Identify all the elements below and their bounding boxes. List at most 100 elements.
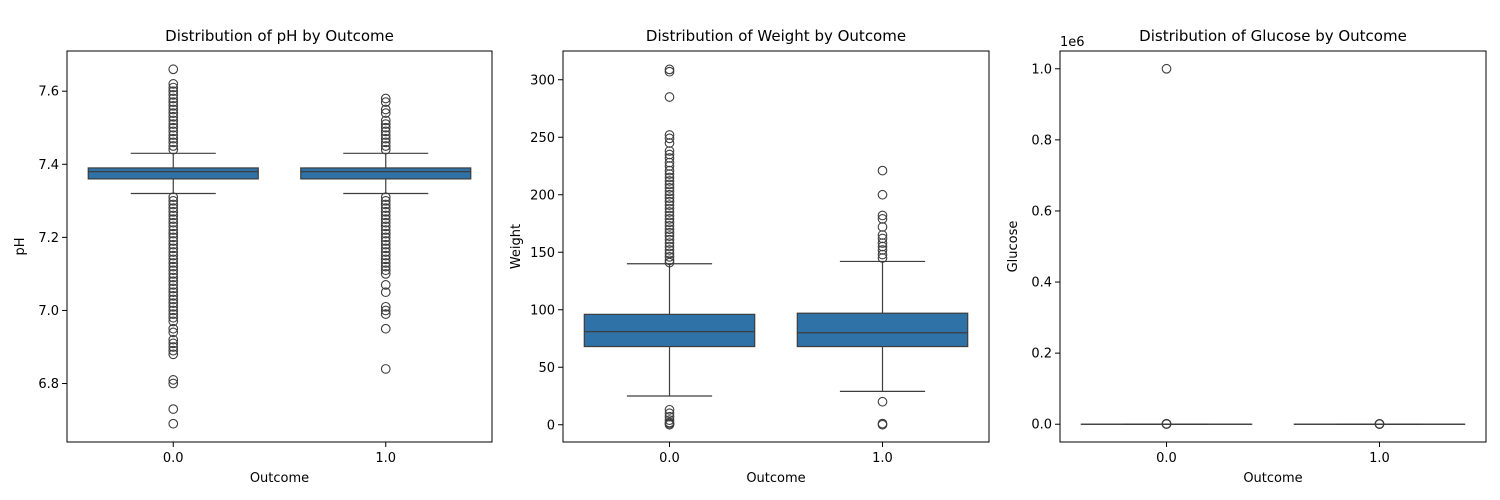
outlier-point [168, 225, 179, 235]
outlier-point [380, 122, 391, 133]
outlier-point [380, 210, 391, 221]
outlier-point [877, 245, 888, 255]
outlier-point [664, 419, 675, 430]
outlier-point [664, 238, 675, 248]
outlier-point [168, 301, 179, 312]
outlier-point [877, 396, 888, 407]
outlier-point [664, 255, 675, 266]
box-1.0 [796, 165, 969, 430]
outlier-point [664, 133, 675, 144]
outlier-point [380, 243, 391, 254]
outlier-point [168, 119, 179, 129]
outlier-point [168, 404, 179, 414]
outlier-point [380, 119, 391, 129]
outlier-point [168, 93, 179, 104]
y-tick-label: 7.2 [38, 231, 59, 246]
outlier-point [168, 375, 179, 385]
outlier-point [877, 241, 888, 252]
outlier-point [168, 283, 179, 294]
outlier-point [877, 222, 888, 232]
outlier-point [168, 104, 179, 115]
outlier-point [664, 157, 675, 168]
outlier-point [380, 130, 391, 140]
outlier-point [877, 210, 888, 221]
plot-frame [1059, 50, 1487, 443]
y-tick-label: 0.2 [1031, 347, 1052, 362]
outlier-point [168, 316, 179, 327]
outlier-point [380, 250, 391, 261]
outlier-point [168, 334, 179, 345]
glucose-chart: Distribution of Glucose by Outcome 0.0 0.2… [1006, 27, 1487, 486]
y-tick-label: 0 [547, 418, 555, 433]
outlier-point [1161, 63, 1172, 74]
y-tick-label: 150 [530, 246, 555, 261]
outlier-point [664, 217, 675, 228]
outlier-point [877, 249, 888, 260]
plot-frame [562, 50, 990, 443]
outlier-point [1374, 419, 1385, 429]
outlier-point [664, 214, 675, 224]
outlier-point [168, 232, 179, 243]
y-tick-label: 300 [530, 73, 555, 88]
outlier-point [380, 126, 391, 137]
outlier-point [168, 203, 179, 213]
outlier-point [168, 290, 179, 301]
outlier-point [168, 192, 179, 203]
y-tick-label: 250 [530, 131, 555, 146]
outlier-point [877, 214, 888, 224]
outlier-point [664, 186, 675, 197]
outlier-point [664, 196, 675, 207]
outlier-point [168, 97, 179, 108]
outlier-point [664, 130, 675, 140]
outlier-point [168, 236, 179, 246]
outlier-point [168, 122, 179, 133]
outlier-point [380, 301, 391, 312]
weight-chart: Distribution of Weight by Outcome 0 50 100 1… [509, 27, 990, 486]
outlier-point [380, 108, 391, 118]
y-axis-label: pH [13, 237, 28, 255]
outlier-point [168, 228, 179, 239]
outlier-point [877, 419, 888, 430]
outlier-point [664, 64, 675, 75]
outlier-point [168, 287, 179, 298]
outlier-point [168, 195, 179, 206]
box-1.0 [1293, 418, 1466, 429]
chart-title: Distribution of pH by Outcome [165, 27, 394, 45]
outlier-point [380, 206, 391, 217]
y-tick-label: 0.4 [1031, 276, 1052, 291]
outlier-point [168, 309, 179, 319]
outlier-point [664, 411, 675, 422]
x-tick-label: 0.0 [1156, 451, 1177, 466]
chart-title: Distribution of Glucose by Outcome [1139, 27, 1407, 45]
outlier-point [664, 92, 675, 102]
outlier-point [168, 265, 179, 276]
outlier-point [168, 199, 179, 210]
outlier-point [380, 305, 391, 316]
outlier-point [168, 100, 179, 111]
outlier-point [380, 214, 391, 224]
outlier-point [168, 250, 179, 261]
outlier-point [380, 236, 391, 246]
outlier-point [168, 137, 179, 148]
outlier-point [664, 189, 675, 200]
outlier-point [380, 280, 391, 290]
outlier-point [664, 207, 675, 217]
outlier-point [664, 210, 675, 221]
y-offset-label: 1e6 [1060, 35, 1085, 50]
outlier-point [168, 217, 179, 228]
outlier-point [168, 79, 179, 89]
outlier-point [877, 230, 888, 240]
outlier-point [877, 189, 888, 200]
outlier-point [380, 254, 391, 265]
outlier-point [168, 221, 179, 232]
outlier-point [664, 415, 675, 426]
outlier-point [168, 269, 179, 279]
y-tick-label: 0.6 [1031, 204, 1052, 219]
outlier-point [380, 133, 391, 144]
outlier-point [168, 108, 179, 118]
box-iqr [300, 167, 472, 180]
x-tick-label: 0.0 [659, 451, 680, 466]
outlier-point [168, 239, 179, 250]
outlier-point [168, 130, 179, 140]
